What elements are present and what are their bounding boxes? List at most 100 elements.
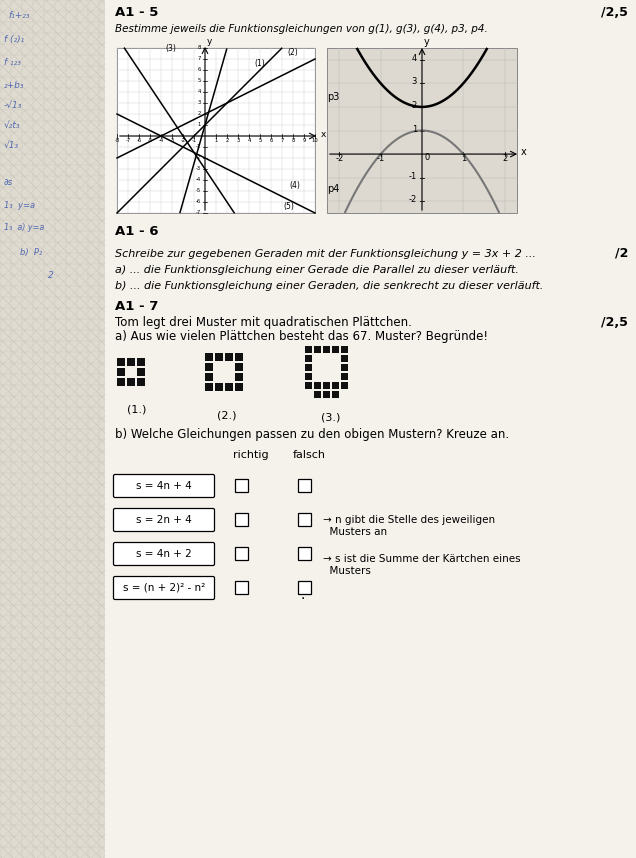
Text: √1₃: √1₃ bbox=[4, 141, 19, 150]
Bar bbox=[205, 353, 213, 361]
Text: A1 - 7: A1 - 7 bbox=[115, 300, 158, 313]
Text: a) ... die Funktionsgleichung einer Gerade die Parallel zu dieser verläuft.: a) ... die Funktionsgleichung einer Gera… bbox=[115, 265, 519, 275]
Text: 1₃  y=a: 1₃ y=a bbox=[4, 201, 35, 210]
Text: 7: 7 bbox=[280, 138, 284, 143]
Text: s = 4n + 4: s = 4n + 4 bbox=[136, 481, 192, 491]
Text: (2.): (2.) bbox=[217, 410, 237, 420]
Text: -7: -7 bbox=[125, 138, 130, 143]
Text: -4: -4 bbox=[196, 177, 201, 182]
Text: b) ... die Funktionsgleichung einer Geraden, die senkrecht zu dieser verläuft.: b) ... die Funktionsgleichung einer Gera… bbox=[115, 281, 543, 291]
Text: -1: -1 bbox=[196, 144, 201, 149]
Text: 6: 6 bbox=[198, 67, 201, 72]
Text: 3: 3 bbox=[198, 100, 201, 105]
Bar bbox=[235, 373, 243, 381]
Bar bbox=[305, 373, 312, 380]
Text: 5: 5 bbox=[198, 78, 201, 83]
Text: y: y bbox=[207, 37, 212, 46]
Text: -√1₃: -√1₃ bbox=[4, 101, 22, 110]
Text: (1.): (1.) bbox=[127, 405, 146, 415]
Bar bbox=[305, 346, 312, 353]
Text: ₂+b₃: ₂+b₃ bbox=[4, 81, 25, 90]
Bar bbox=[127, 358, 135, 366]
Bar bbox=[137, 358, 145, 366]
FancyBboxPatch shape bbox=[113, 509, 214, 531]
Text: 10: 10 bbox=[312, 138, 319, 143]
Text: /2,5: /2,5 bbox=[601, 316, 628, 329]
Bar bbox=[314, 382, 321, 389]
Text: -2: -2 bbox=[409, 196, 417, 204]
Text: 5: 5 bbox=[258, 138, 261, 143]
Text: 8: 8 bbox=[291, 138, 294, 143]
Text: 7: 7 bbox=[198, 56, 201, 61]
Text: (5): (5) bbox=[284, 202, 294, 212]
Bar bbox=[117, 358, 125, 366]
FancyBboxPatch shape bbox=[113, 474, 214, 498]
Bar bbox=[298, 479, 311, 492]
Text: 8: 8 bbox=[198, 45, 201, 50]
Text: (2): (2) bbox=[287, 48, 298, 57]
Bar bbox=[117, 378, 125, 386]
Bar bbox=[127, 378, 135, 386]
Bar bbox=[137, 378, 145, 386]
Text: 9: 9 bbox=[302, 138, 306, 143]
Text: Tom legt drei Muster mit quadratischen Plättchen.: Tom legt drei Muster mit quadratischen P… bbox=[115, 316, 412, 329]
Text: → n gibt die Stelle des jeweiligen
  Musters an: → n gibt die Stelle des jeweiligen Muste… bbox=[323, 515, 495, 536]
Text: 1: 1 bbox=[411, 124, 417, 134]
Text: 6: 6 bbox=[269, 138, 273, 143]
Text: a) Aus wie vielen Plättchen besteht das 67. Muster? Begründe!: a) Aus wie vielen Plättchen besteht das … bbox=[115, 330, 488, 343]
Text: -3: -3 bbox=[169, 138, 174, 143]
Text: richtig: richtig bbox=[233, 450, 268, 460]
Bar bbox=[205, 373, 213, 381]
Text: 2: 2 bbox=[198, 111, 201, 116]
Text: -6: -6 bbox=[136, 138, 142, 143]
Bar bbox=[332, 391, 339, 398]
Text: 2: 2 bbox=[502, 154, 508, 163]
Bar bbox=[332, 382, 339, 389]
Bar bbox=[235, 479, 248, 492]
Text: 2: 2 bbox=[225, 138, 229, 143]
Bar bbox=[298, 581, 311, 594]
Bar bbox=[215, 383, 223, 391]
Bar bbox=[105, 0, 636, 858]
Text: -3: -3 bbox=[196, 166, 201, 171]
Text: (4): (4) bbox=[289, 181, 300, 190]
Bar bbox=[323, 346, 330, 353]
Bar bbox=[341, 373, 348, 380]
Text: -5: -5 bbox=[196, 188, 201, 193]
Bar bbox=[0, 0, 105, 858]
Text: 1: 1 bbox=[214, 138, 218, 143]
Text: -2: -2 bbox=[181, 138, 186, 143]
Bar bbox=[225, 353, 233, 361]
Text: 2: 2 bbox=[48, 271, 54, 280]
Bar bbox=[341, 355, 348, 362]
Bar bbox=[341, 382, 348, 389]
Text: 1: 1 bbox=[460, 154, 466, 163]
Bar bbox=[298, 547, 311, 560]
Bar bbox=[215, 353, 223, 361]
FancyBboxPatch shape bbox=[113, 542, 214, 565]
Text: ∂s: ∂s bbox=[4, 178, 13, 187]
Text: -2: -2 bbox=[196, 155, 201, 160]
Text: 4: 4 bbox=[411, 54, 417, 63]
Text: -7: -7 bbox=[196, 210, 201, 215]
Text: 3: 3 bbox=[237, 138, 240, 143]
Text: 3: 3 bbox=[411, 77, 417, 87]
Bar bbox=[341, 364, 348, 371]
Text: 2: 2 bbox=[411, 101, 417, 110]
Text: -4: -4 bbox=[158, 138, 163, 143]
Text: f (₂)₁: f (₂)₁ bbox=[4, 35, 24, 44]
Text: b) Welche Gleichungen passen zu den obigen Mustern? Kreuze an.: b) Welche Gleichungen passen zu den obig… bbox=[115, 428, 509, 441]
Bar bbox=[305, 355, 312, 362]
Bar bbox=[314, 346, 321, 353]
Text: x: x bbox=[521, 147, 527, 157]
Text: s = 4n + 2: s = 4n + 2 bbox=[136, 549, 192, 559]
Text: /2,5: /2,5 bbox=[601, 6, 628, 19]
Bar bbox=[235, 383, 243, 391]
Text: (3.): (3.) bbox=[321, 413, 340, 423]
Text: p4: p4 bbox=[327, 184, 340, 194]
Text: f ₁₂₃: f ₁₂₃ bbox=[4, 58, 21, 67]
Text: (1): (1) bbox=[254, 59, 265, 68]
Bar bbox=[235, 353, 243, 361]
Bar bbox=[225, 383, 233, 391]
Bar bbox=[205, 383, 213, 391]
